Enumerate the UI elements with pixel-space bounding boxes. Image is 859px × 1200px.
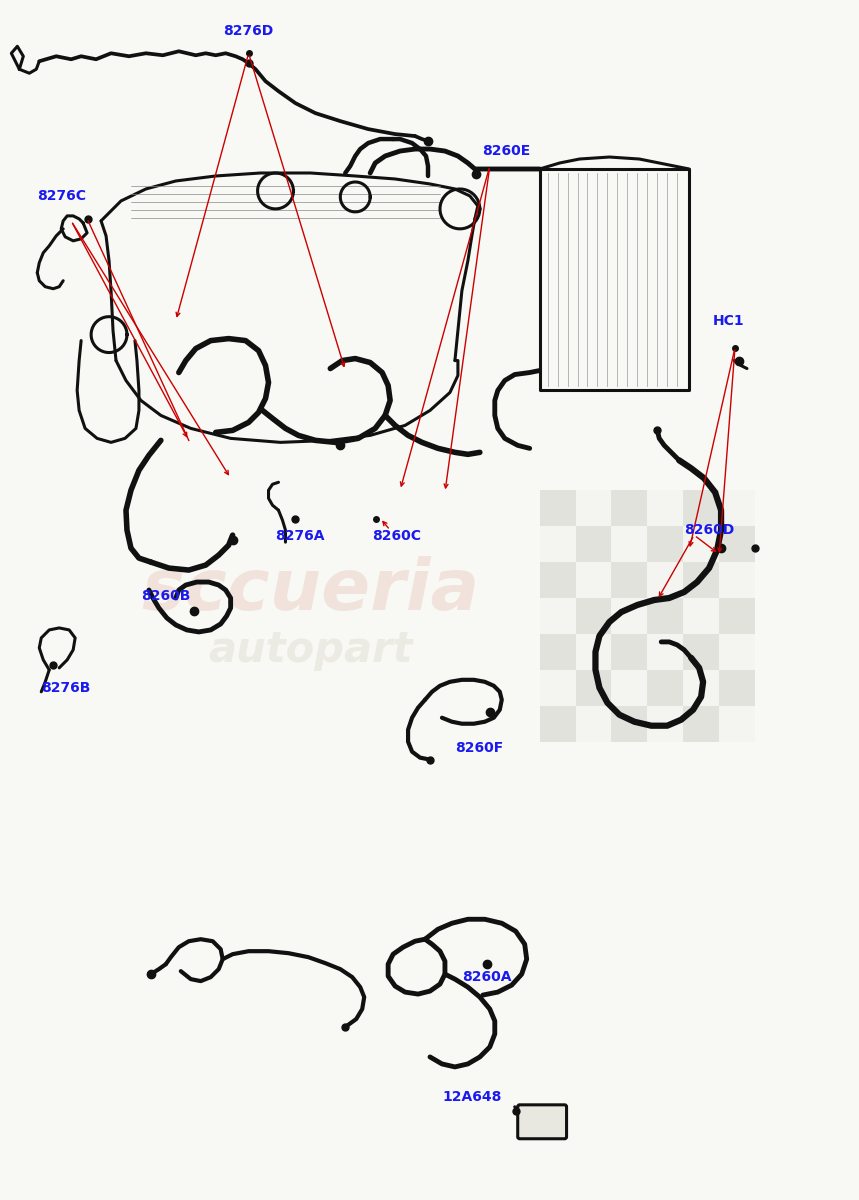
Bar [576,634,612,670]
Bar [612,634,648,670]
Bar [612,706,648,742]
Bar [576,526,612,562]
Bar [576,491,612,526]
Bar [719,634,755,670]
Text: sccueria: sccueria [141,556,479,624]
Text: HC1: HC1 [713,313,745,328]
Bar [683,526,719,562]
FancyBboxPatch shape [518,1105,567,1139]
Bar [539,634,576,670]
Bar [539,670,576,706]
Bar [539,526,576,562]
Text: 8260B: 8260B [141,589,191,604]
Text: 8276B: 8276B [41,680,91,695]
Bar [719,670,755,706]
Text: 8260F: 8260F [455,740,503,755]
Bar [648,670,683,706]
Bar [719,598,755,634]
Text: autopart: autopart [208,629,412,671]
Bar [719,562,755,598]
Text: 8260E: 8260E [482,144,530,158]
Bar [683,562,719,598]
Bar [612,562,648,598]
Bar [719,526,755,562]
Bar [719,491,755,526]
Bar [648,706,683,742]
Bar [612,670,648,706]
Bar [683,706,719,742]
Text: 8260C: 8260C [372,529,421,544]
Bar [648,491,683,526]
Bar [539,598,576,634]
Text: 12A648: 12A648 [442,1090,502,1104]
Text: 8276C: 8276C [37,188,86,203]
Bar [719,706,755,742]
Bar [576,598,612,634]
Bar [576,706,612,742]
Bar [683,491,719,526]
Text: 8260A: 8260A [462,970,511,984]
Bar [576,562,612,598]
Bar [648,562,683,598]
Bar [683,634,719,670]
Text: 8260D: 8260D [684,523,734,538]
Bar [612,526,648,562]
Text: 8276D: 8276D [223,24,274,38]
Bar [648,526,683,562]
Bar [683,598,719,634]
Bar [576,670,612,706]
Bar [539,491,576,526]
Bar [539,562,576,598]
Bar [612,598,648,634]
Text: 8276A: 8276A [276,529,325,544]
Bar [683,670,719,706]
Bar [648,598,683,634]
Bar [648,634,683,670]
Bar [612,491,648,526]
Bar [539,706,576,742]
